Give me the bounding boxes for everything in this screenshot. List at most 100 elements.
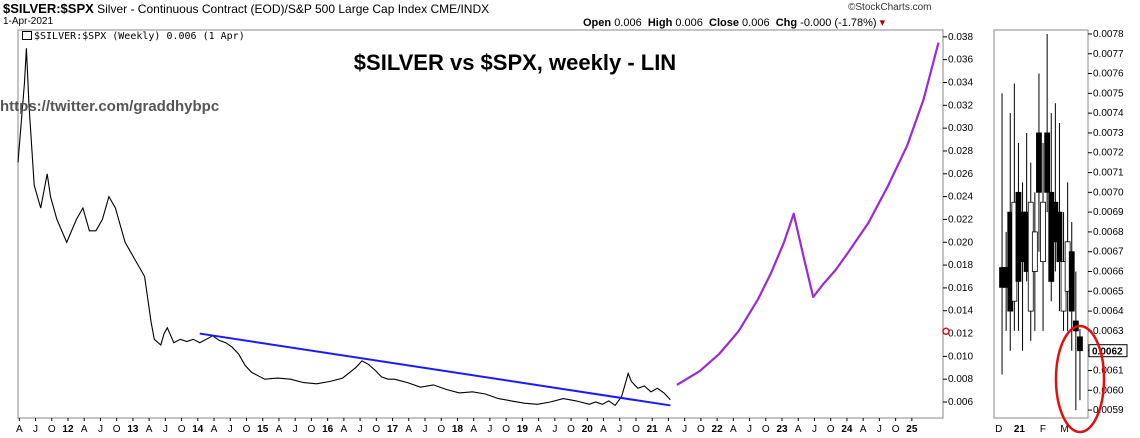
y-tick-label: 0.028 <box>948 146 973 157</box>
y-tick-label: 0.026 <box>948 169 973 180</box>
x-tick-label: A <box>211 424 218 435</box>
x-tick-label: 23 <box>776 424 788 435</box>
x-tick-label: 18 <box>452 424 464 435</box>
x-tick-label: J <box>358 424 363 435</box>
x-tick-label: A <box>276 424 283 435</box>
y-tick-label: 0.010 <box>948 351 973 362</box>
x-tick-label: J <box>423 424 428 435</box>
high-label: High <box>647 17 673 29</box>
x-tick-label: J <box>877 424 882 435</box>
candle-body <box>1068 251 1075 312</box>
x-tick-label: 13 <box>127 424 139 435</box>
y-tick-label: 0.030 <box>948 123 973 134</box>
y-tick-label: 0.034 <box>948 77 973 88</box>
y-tick-label: 0.008 <box>948 374 973 385</box>
right-y-tick-label: 0.0065 <box>1093 286 1124 297</box>
x-tick-label: 14 <box>192 424 204 435</box>
projection-curve <box>676 42 940 386</box>
x-tick-label: A <box>600 424 607 435</box>
x-tick-label: A <box>16 424 23 435</box>
y-tick-label: 0.024 <box>948 192 973 203</box>
x-tick-label: O <box>308 424 316 435</box>
x-tick-label: 12 <box>62 424 74 435</box>
x-tick-label: O <box>632 424 640 435</box>
x-tick-label: 21 <box>647 424 659 435</box>
x-tick-label: A <box>535 424 542 435</box>
x-tick-label: O <box>892 424 900 435</box>
right-x-tick-label: M <box>1060 424 1068 435</box>
x-tick-label: A <box>341 424 348 435</box>
right-y-tick-label: 0.0060 <box>1093 385 1124 396</box>
last-value-label: 0.0062 <box>1092 347 1123 358</box>
candle-body <box>1031 231 1038 272</box>
right-plot-frame <box>993 29 1089 419</box>
downtrend-line <box>199 332 671 407</box>
x-tick-label: J <box>228 424 233 435</box>
x-tick-label: J <box>33 424 38 435</box>
y-tick-label: 0.016 <box>948 283 973 294</box>
right-y-tick-label: 0.0078 <box>1093 29 1124 40</box>
right-x-tick-label: 21 <box>1014 424 1026 435</box>
x-tick-label: A <box>470 424 477 435</box>
right-y-tick-label: 0.0077 <box>1093 49 1124 60</box>
close-label: Close <box>709 17 739 29</box>
y-tick-label: 0.014 <box>948 306 973 317</box>
x-tick-label: A <box>795 424 802 435</box>
chart-date: 1-Apr-2021 <box>3 16 54 27</box>
main-plot-frame <box>17 29 944 419</box>
x-tick-label: A <box>665 424 672 435</box>
right-y-tick-label: 0.0070 <box>1093 187 1124 198</box>
daily-candlestick-panel: 0.0059 0.0060 0.0061 0.0062 0.0063 0.0064 0.00… <box>993 29 1128 435</box>
right-y-tick-label: 0.0072 <box>1093 148 1124 159</box>
main-chart-panel: 0.006 0.008 0.010 0.012 0.014 0.016 0.018 0.020… <box>16 29 973 435</box>
right-y-tick-label: 0.0068 <box>1093 227 1124 238</box>
y-tick-label: 0.022 <box>948 214 973 225</box>
x-tick-label: O <box>113 424 121 435</box>
x-tick-label: O <box>178 424 186 435</box>
x-tick-label: 20 <box>582 424 594 435</box>
x-tick-label: A <box>81 424 88 435</box>
right-y-tick-label: 0.0067 <box>1093 247 1124 258</box>
series-legend: $SILVER:$SPX (Weekly) 0.006 (1 Apr) <box>22 31 245 42</box>
right-y-tick-label: 0.0071 <box>1093 168 1124 179</box>
y-tick-label: 0.020 <box>948 237 973 248</box>
x-tick-label: O <box>502 424 510 435</box>
x-tick-label: J <box>812 424 817 435</box>
right-y-tick-label: 0.0063 <box>1093 326 1124 337</box>
candle-body <box>1036 132 1042 193</box>
x-tick-label: O <box>697 424 705 435</box>
chg-down-icon: ▾ <box>879 17 886 29</box>
symbol-label: $SILVER:$SPX <box>3 1 94 16</box>
right-x-tick-label: F <box>1040 424 1046 435</box>
legend-label: $SILVER:$SPX (Weekly) 0.006 (1 Apr) <box>34 31 245 42</box>
right-y-tick-label: 0.0073 <box>1093 128 1124 139</box>
x-tick-label: 25 <box>906 424 918 435</box>
x-tick-label: 19 <box>517 424 529 435</box>
candle-body <box>1056 211 1063 263</box>
highlight-ellipse <box>1054 324 1106 434</box>
price-series-line <box>17 48 671 407</box>
open-label: Open <box>583 17 612 29</box>
chg-label: Chg <box>775 17 798 29</box>
right-y-tick-label: 0.0061 <box>1093 365 1124 376</box>
y-tick-label: 0.036 <box>948 55 973 66</box>
legend-swatch-icon <box>22 31 32 40</box>
candle-body <box>1044 132 1051 193</box>
x-tick-label: O <box>567 424 575 435</box>
chg-value: -0.000 (-1.78%) <box>800 17 877 29</box>
right-y-tick-label: 0.0069 <box>1093 207 1124 218</box>
right-y-tick-label: 0.0074 <box>1093 108 1124 119</box>
candle-body <box>1040 201 1046 263</box>
right-y-tick-label: 0.0064 <box>1093 306 1124 317</box>
x-tick-label: 16 <box>322 424 334 435</box>
x-tick-label: O <box>48 424 56 435</box>
x-tick-label: J <box>617 424 622 435</box>
axis-marker-icon <box>942 327 950 336</box>
right-x-tick-label: D <box>995 424 1002 435</box>
x-tick-label: A <box>405 424 412 435</box>
x-tick-label: J <box>98 424 103 435</box>
chart-title-annotation: $SILVER vs $SPX, weekly - LIN <box>354 50 676 75</box>
high-value: 0.006 <box>675 17 703 29</box>
x-tick-label: O <box>243 424 251 435</box>
